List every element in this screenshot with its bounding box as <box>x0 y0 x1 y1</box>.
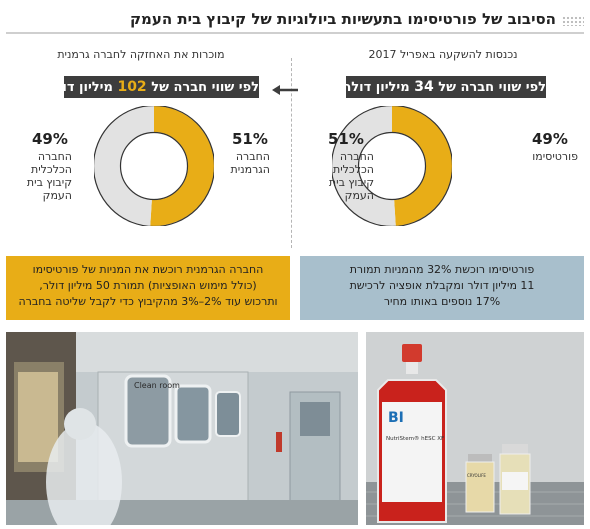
slice-label-kibbutz: החברה הכלכלית קיבוץ בית העמק <box>328 150 374 202</box>
slice-label-kibbutz: החברה הכלכלית קיבוץ בית העמק <box>26 150 72 202</box>
valuation-number: 34 <box>414 79 434 95</box>
donut-slice-1 <box>332 106 396 226</box>
slice-pct-kibbutz: 51% <box>328 130 364 148</box>
donut-inner-ring <box>119 131 189 201</box>
flask-illustration: BI NutriStem® hESC XF CRYOLIFE <box>366 332 584 525</box>
title-row: הסיבוב של פורטיסימו בתעשיות ביולוגיות של… <box>0 6 590 34</box>
valuation-number: 102 <box>117 79 147 95</box>
note-line: 17% נוספים באותו מחיר <box>383 295 501 308</box>
chart-subtitle: נכנסות להשקעה באפריל 2017 <box>368 48 518 61</box>
photo-flask: BI NutriStem® hESC XF CRYOLIFE <box>366 332 584 525</box>
donut-inner-ring <box>357 131 427 201</box>
slice-pct-fortissimo: 49% <box>532 130 568 148</box>
valuation-after: מיליון דולר <box>46 80 113 95</box>
donut-investment <box>332 106 452 226</box>
title-rule <box>6 32 584 34</box>
slice-label-fortissimo: פורטיסימו <box>532 150 578 163</box>
note-line: (כולל מימוש האופציות) תמורת 50 מיליון דו… <box>39 279 257 292</box>
vial-label: CRYOLIFE <box>467 473 486 478</box>
note-line: 11 מיליון דולר ומקבלת אופציה לרכישת <box>349 279 535 292</box>
chart-subtitle: מוכרות את האחזקה לחברה גרמנית <box>57 48 225 61</box>
page-title: הסיבוב של פורטיסימו בתעשיות ביולוגיות של… <box>129 10 556 28</box>
flask-brand: BI <box>388 410 404 426</box>
valuation-after: מיליון דולר <box>343 80 410 95</box>
flask-label: NutriStem® hESC XF <box>386 435 444 442</box>
panel-divider <box>291 58 292 248</box>
note-line: החברה הגרמנית רוכשת את המניות של פורטיסי… <box>32 263 264 276</box>
note-line: ותרכוש עוד 2%–3% מהקיבוץ כדי לקבל שליטה … <box>18 295 278 308</box>
clean-room-illustration: Clean room <box>6 332 358 525</box>
slice-pct-kibbutz: 49% <box>32 130 68 148</box>
title-dots <box>562 16 584 26</box>
valuation-bar: לפי שווי חברה של 102 מיליון דולר <box>47 76 259 98</box>
note-line: פורטיסימו רוכשת 32% מהמניות תמורת <box>349 263 535 276</box>
slice-label-german: החברה הגרמנית <box>230 150 271 176</box>
arrow-left-icon <box>272 85 298 95</box>
valuation-before: לפי שווי חברה של <box>151 80 259 95</box>
clean-room-sign: Clean room <box>134 381 180 390</box>
donut-sale <box>94 106 214 226</box>
valuation-bar: לפי שווי חברה של 34 מיליון דולר <box>343 76 546 98</box>
valuation-before: לפי שווי חברה של <box>438 80 546 95</box>
note-sale: החברה הגרמנית רוכשת את המניות של פורטיסי… <box>6 256 290 320</box>
note-investment: פורטיסימו רוכשת 32% מהמניות תמורת 11 מיל… <box>300 256 584 320</box>
slice-pct-german: 51% <box>232 130 268 148</box>
donut-slice-0 <box>150 106 214 226</box>
donut-slice-1 <box>94 106 155 226</box>
donut-slice-0 <box>391 106 452 226</box>
photo-clean-room: Clean room <box>6 332 358 525</box>
